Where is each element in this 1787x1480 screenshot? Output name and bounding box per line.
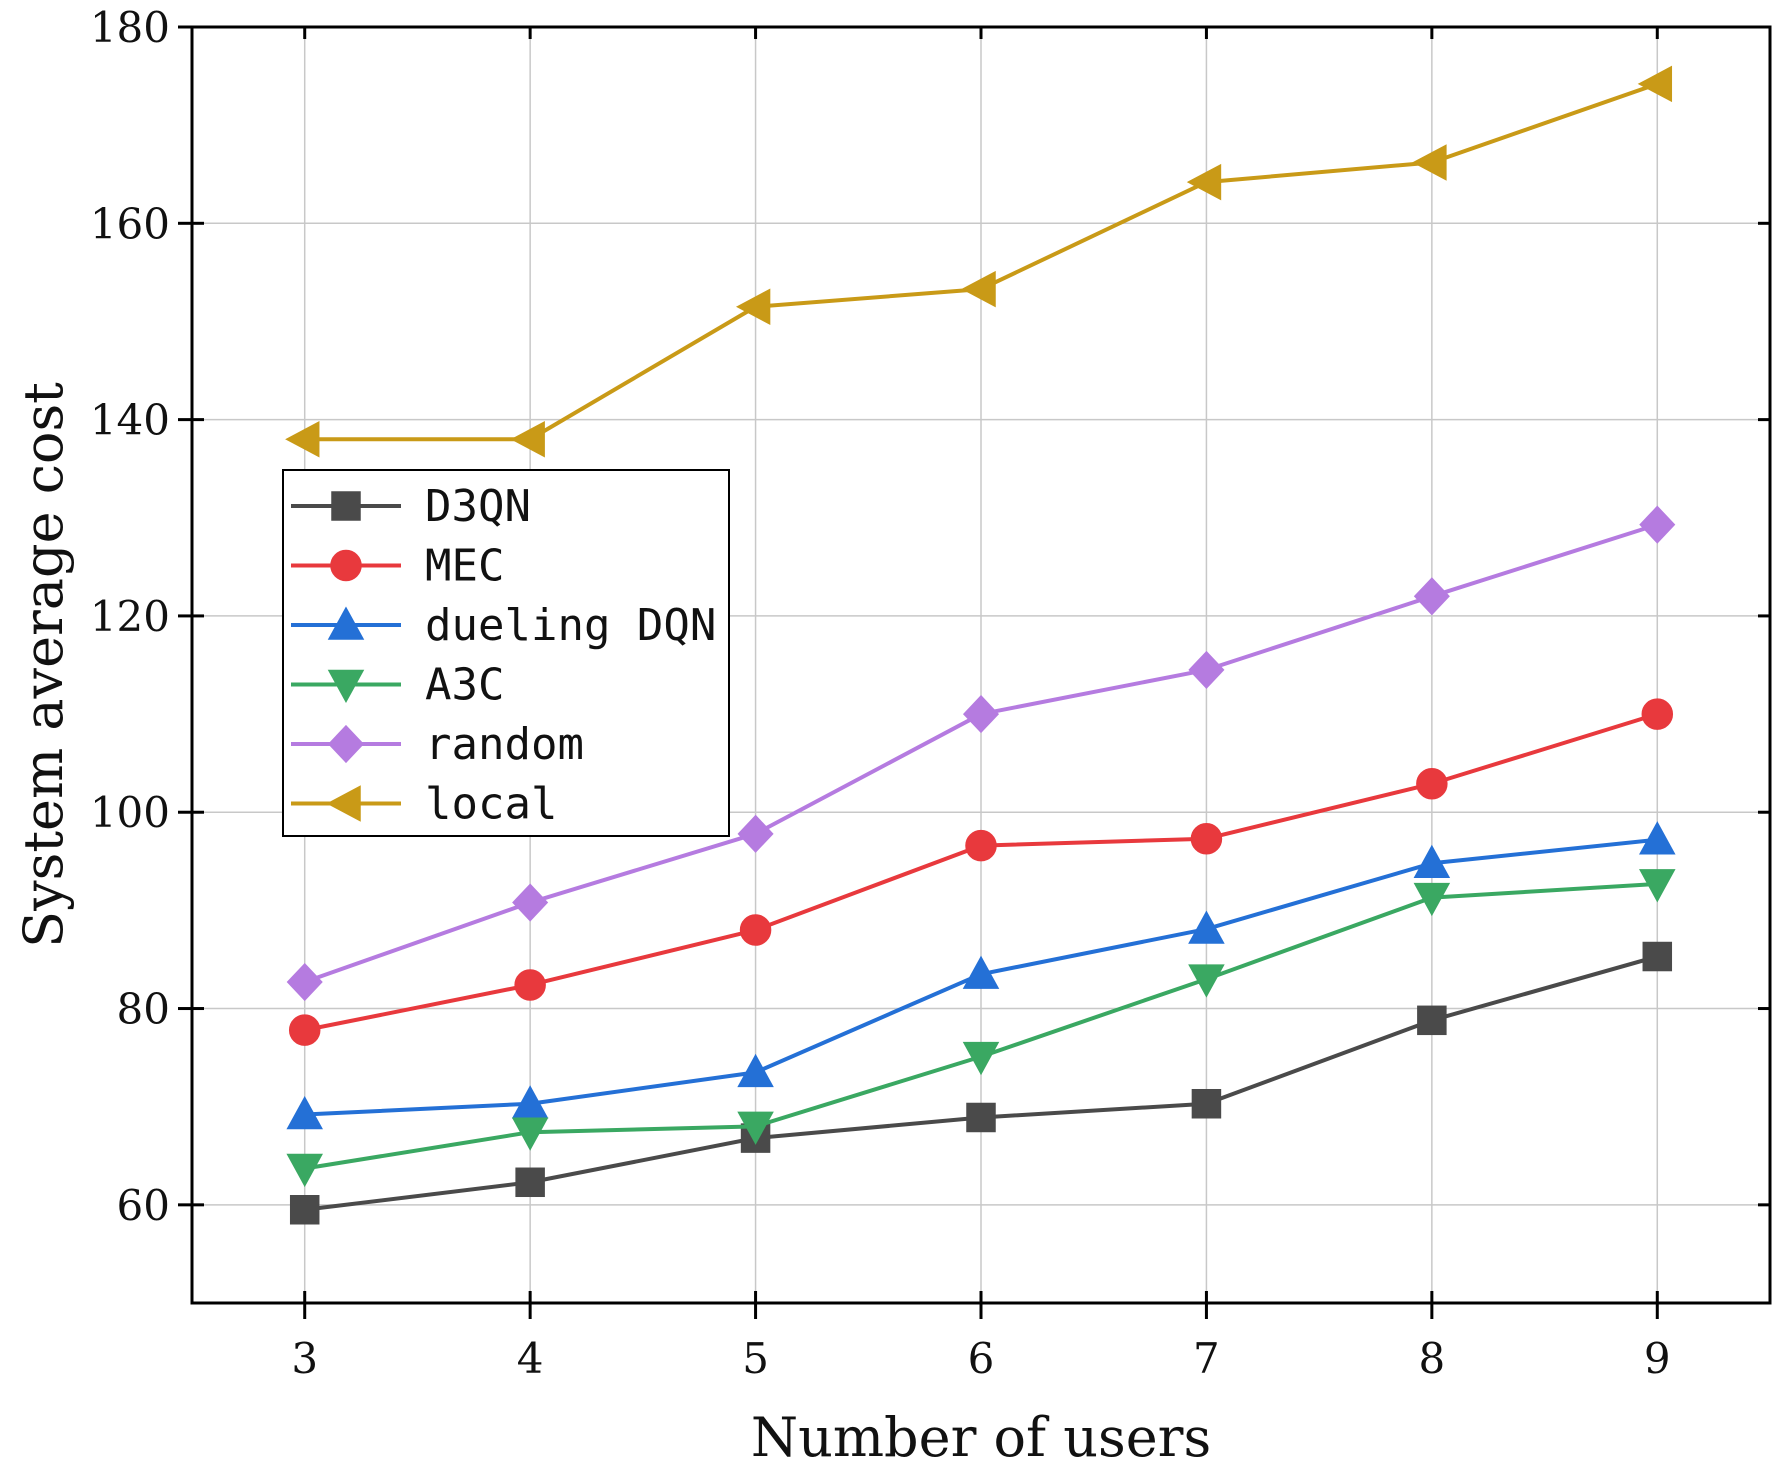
data-point: [1637, 65, 1673, 103]
data-point: [512, 883, 549, 922]
x-tick-label: 3: [291, 1334, 318, 1383]
y-tick-label: 120: [90, 592, 170, 641]
series-dueling-dqn: [286, 821, 1676, 1130]
legend-item: random: [291, 719, 584, 770]
legend-label: random: [425, 719, 584, 770]
data-point: [286, 962, 323, 1002]
x-tick-label: 4: [517, 1334, 544, 1383]
data-point: [1413, 844, 1451, 879]
series-local: [285, 65, 1673, 458]
legend-label: A3C: [425, 660, 504, 711]
data-point: [511, 1117, 549, 1151]
legend-label: D3QN: [425, 481, 531, 532]
data-point: [962, 955, 1000, 989]
y-tick-label: 100: [90, 788, 170, 837]
legend-box: [282, 469, 730, 837]
data-point: [1639, 821, 1676, 855]
y-tick-label: 180: [90, 3, 170, 52]
series-a3c: [286, 869, 1676, 1188]
data-point: [1190, 822, 1223, 855]
legend-marker: [327, 724, 365, 764]
legend-marker: [326, 785, 361, 822]
legend-item: dueling DQN: [291, 600, 716, 651]
plot-series: [285, 65, 1676, 1225]
legend-marker: [327, 606, 365, 640]
series-random: [286, 505, 1676, 1002]
data-point: [1188, 650, 1225, 690]
data-point: [735, 288, 771, 325]
data-point: [1642, 941, 1673, 972]
legend-item: local: [291, 779, 557, 830]
data-point: [1413, 882, 1451, 917]
x-axis-title: Number of users: [751, 1406, 1211, 1469]
y-tick-label: 160: [90, 199, 170, 248]
data-point: [1417, 1005, 1447, 1036]
y-axis-title: System average cost: [12, 382, 75, 948]
x-tick-label: 5: [742, 1334, 769, 1383]
legend-item: MEC: [291, 541, 504, 592]
data-point: [1641, 698, 1674, 730]
legend-item: D3QN: [291, 481, 531, 532]
y-tick-label: 140: [90, 396, 170, 445]
legend-label: dueling DQN: [425, 600, 716, 651]
axis-ticks: 3 4 5 6 7 8 9 60 80 100 120 140 160 180: [90, 3, 1770, 1383]
data-point: [286, 1153, 323, 1188]
data-point: [961, 270, 996, 308]
x-tick-label: 8: [1418, 1334, 1445, 1383]
data-point: [962, 694, 1000, 734]
data-point: [962, 1041, 1000, 1076]
data-point: [966, 1102, 996, 1133]
legend-marker: [331, 491, 361, 521]
legend-marker: [330, 549, 362, 582]
data-point: [285, 420, 320, 458]
data-point: [515, 1167, 545, 1198]
data-point: [288, 1014, 321, 1046]
data-point: [1191, 1088, 1222, 1119]
x-tick-label: 9: [1644, 1334, 1671, 1383]
data-point: [1416, 768, 1448, 800]
legend-item: A3C: [291, 660, 504, 711]
data-point: [1639, 869, 1676, 903]
data-point: [286, 1095, 323, 1130]
series-mec: [288, 698, 1674, 1046]
y-tick-label: 60: [117, 1181, 170, 1230]
data-point: [737, 814, 774, 853]
data-point: [289, 1195, 320, 1225]
data-point: [737, 1111, 774, 1145]
data-point: [739, 914, 772, 946]
data-point: [1639, 505, 1676, 544]
data-point: [1188, 910, 1225, 944]
data-point: [1413, 577, 1450, 616]
data-point: [1188, 964, 1225, 998]
x-tick-label: 6: [968, 1334, 995, 1383]
x-tick-label: 7: [1193, 1334, 1220, 1383]
legend-label: local: [425, 779, 557, 830]
data-point: [737, 1053, 774, 1088]
data-point: [510, 420, 545, 458]
series-d3qn: [289, 941, 1673, 1225]
legend-marker: [327, 669, 365, 704]
data-point: [1412, 144, 1447, 181]
data-point: [514, 969, 546, 1001]
y-tick-label: 80: [117, 985, 170, 1034]
legend: D3QN MEC dueling DQN A3C random local: [282, 469, 730, 837]
legend-label: MEC: [425, 541, 504, 592]
data-point: [965, 829, 997, 862]
data-point: [1186, 163, 1222, 201]
